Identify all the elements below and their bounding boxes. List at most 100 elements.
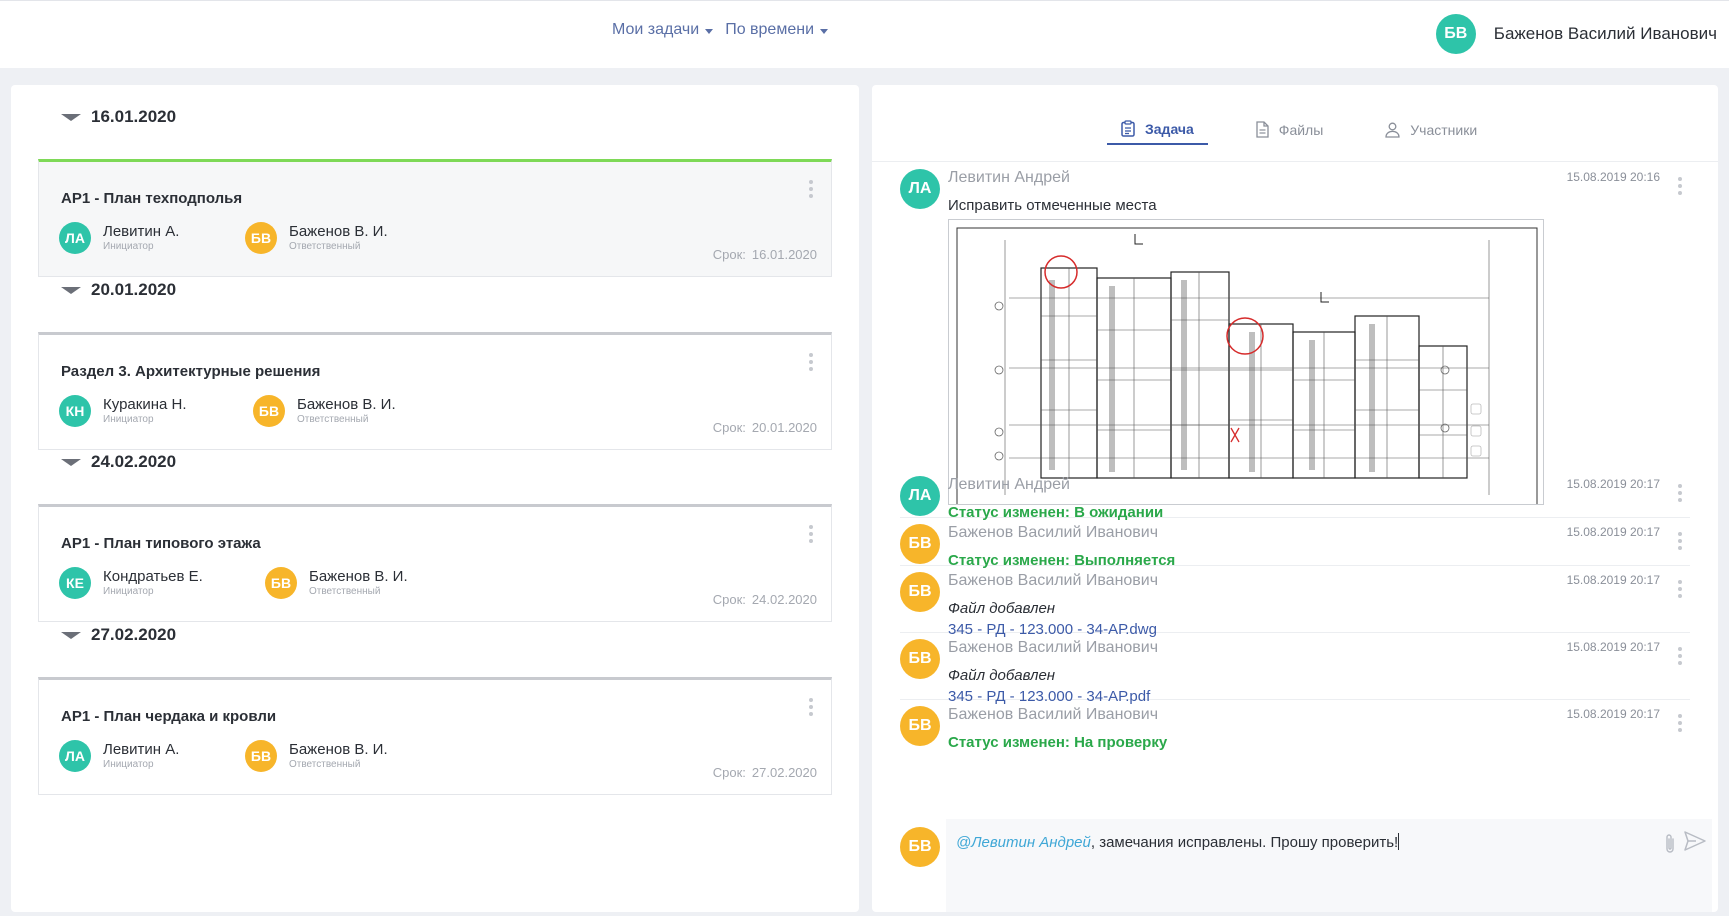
tab-label: Задача	[1145, 120, 1194, 137]
mention[interactable]: @Левитин Андрей	[956, 834, 1091, 851]
task-card[interactable]: АР1 - План типового этажа КЕ Кондратьев …	[38, 504, 832, 622]
task-card[interactable]: АР1 - План чердака и кровли ЛА Левитин А…	[38, 677, 832, 795]
date-group-label: 16.01.2020	[91, 107, 177, 126]
avatar: БВ	[253, 395, 285, 427]
person-name: Куракина Н.	[103, 396, 187, 413]
deadline-label: Срок:	[712, 420, 746, 435]
task-initiator: ЛА Левитин А. Инициатор	[59, 222, 179, 254]
person-name: Баженов В. И.	[309, 568, 408, 585]
status-change: Статус изменен: В ожидании	[948, 504, 1164, 521]
more-icon[interactable]	[809, 698, 813, 716]
avatar: БВ	[900, 827, 940, 867]
tab-label: Участники	[1410, 121, 1478, 138]
person-name: Левитин А.	[103, 223, 180, 240]
task-card[interactable]: АР1 - План техподполья ЛА Левитин А. Ини…	[38, 159, 832, 277]
task-initiator: ЛА Левитин А. Инициатор	[59, 740, 179, 772]
entry-time: 15.08.2019 20:16	[1566, 170, 1660, 184]
more-icon[interactable]	[809, 525, 813, 543]
comment-body: , замечания исправлены. Прошу проверить!	[1090, 834, 1399, 851]
send-icon[interactable]	[1684, 831, 1706, 851]
date-group-label: 20.01.2020	[91, 280, 177, 299]
date-group-header[interactable]: 20.01.2020	[61, 280, 176, 300]
chevron-down-icon	[705, 28, 714, 34]
more-icon[interactable]	[1678, 532, 1682, 550]
entry-time: 15.08.2019 20:17	[1566, 573, 1660, 587]
caret-down-icon	[61, 113, 81, 121]
tab-participants[interactable]: Участники	[1371, 120, 1491, 145]
avatar: БВ	[245, 740, 277, 772]
entry-time: 15.08.2019 20:17	[1566, 525, 1660, 539]
more-icon[interactable]	[1678, 647, 1682, 665]
tab-task[interactable]: Задача	[1107, 120, 1208, 145]
file-link[interactable]: 345 - РД - 123.000 - 34-АР.pdf	[948, 688, 1151, 705]
avatar: ЛА	[59, 740, 91, 772]
person-role: Ответственный	[289, 759, 361, 770]
more-icon[interactable]	[1678, 484, 1682, 502]
comment-input[interactable]: @Левитин Андрей, замечания исправлены. П…	[946, 819, 1712, 912]
comment-text: @Левитин Андрей, замечания исправлены. П…	[956, 833, 1400, 851]
filter-by-time[interactable]: По времени	[725, 21, 828, 39]
person-role: Инициатор	[103, 414, 154, 425]
more-icon[interactable]	[809, 353, 813, 371]
filters: Мои задачи По времени	[612, 21, 828, 39]
entry-time: 15.08.2019 20:17	[1566, 707, 1660, 721]
task-responsible: БВ Баженов В. И. Ответственный	[253, 395, 396, 427]
feed-entry: БВ Баженов Василий Иванович 15.08.2019 2…	[900, 700, 1690, 751]
person-name: Левитин А.	[103, 741, 180, 758]
file-added-label: Файл добавлен	[948, 667, 1056, 684]
deadline-value: 20.01.2020	[751, 420, 817, 435]
person-name: Баженов В. И.	[289, 223, 388, 240]
task-card[interactable]: Раздел 3. Архитектурные решения КН Курак…	[38, 332, 832, 450]
filter-my-tasks[interactable]: Мои задачи	[612, 21, 714, 39]
more-icon[interactable]	[1678, 177, 1682, 195]
entry-author: Баженов Василий Иванович	[948, 639, 1159, 656]
task-title: Раздел 3. Архитектурные решения	[61, 363, 321, 380]
file-link[interactable]: 345 - РД - 123.000 - 34-АР.dwg	[948, 621, 1157, 638]
avatar: БВ	[900, 524, 940, 564]
task-initiator: КЕ Кондратьев Е. Инициатор	[59, 567, 203, 599]
feed-entry: ЛА Левитин Андрей 15.08.2019 20:16 Испра…	[900, 163, 1690, 509]
person-role: Инициатор	[103, 241, 154, 252]
caret-down-icon	[61, 631, 81, 639]
task-deadline: Срок: 27.02.2020	[713, 765, 817, 780]
drawing-preview[interactable]	[948, 219, 1544, 505]
feed-entry: ЛА Левитин Андрей 15.08.2019 20:17 Стату…	[900, 470, 1690, 521]
file-added-label: Файл добавлен	[948, 600, 1056, 617]
file-icon	[1256, 121, 1269, 138]
entry-author: Баженов Василий Иванович	[948, 572, 1159, 589]
avatar: БВ	[900, 639, 940, 679]
tab-label: Файлы	[1278, 121, 1324, 138]
more-icon[interactable]	[1678, 580, 1682, 598]
tab-files[interactable]: Файлы	[1242, 120, 1337, 145]
deadline-label: Срок:	[712, 592, 746, 607]
user-menu[interactable]: БВ Баженов Василий Иванович	[1435, 14, 1717, 54]
deadline-value: 24.02.2020	[751, 592, 817, 607]
entry-author: Баженов Василий Иванович	[948, 524, 1159, 541]
entry-time: 15.08.2019 20:17	[1566, 477, 1660, 491]
person-role: Инициатор	[103, 759, 154, 770]
more-icon[interactable]	[1678, 714, 1682, 732]
task-responsible: БВ Баженов В. И. Ответственный	[245, 222, 388, 254]
clipboard-icon	[1121, 120, 1135, 137]
date-group-header[interactable]: 27.02.2020	[61, 625, 176, 645]
task-deadline: Срок: 24.02.2020	[713, 592, 817, 607]
divider	[872, 161, 1718, 162]
date-group-header[interactable]: 16.01.2020	[61, 107, 176, 127]
comment-composer: БВ @Левитин Андрей, замечания исправлены…	[872, 819, 1718, 912]
date-group-header[interactable]: 24.02.2020	[61, 452, 176, 472]
feed-entry: БВ Баженов Василий Иванович 15.08.2019 2…	[900, 518, 1690, 569]
deadline-value: 16.01.2020	[751, 247, 817, 262]
avatar: КЕ	[59, 567, 91, 599]
paperclip-icon[interactable]	[1664, 833, 1676, 855]
filter-label: По времени	[725, 21, 814, 38]
task-title: АР1 - План техподполья	[61, 190, 243, 207]
text-cursor	[1398, 833, 1400, 850]
entry-time: 15.08.2019 20:17	[1566, 640, 1660, 654]
chevron-down-icon	[820, 28, 828, 34]
entry-text: Исправить отмеченные места	[948, 197, 1157, 214]
more-icon[interactable]	[809, 180, 813, 198]
date-group-label: 27.02.2020	[91, 625, 177, 644]
user-icon	[1385, 122, 1400, 138]
filter-label: Мои задачи	[612, 21, 700, 38]
avatar: БВ	[900, 572, 940, 612]
